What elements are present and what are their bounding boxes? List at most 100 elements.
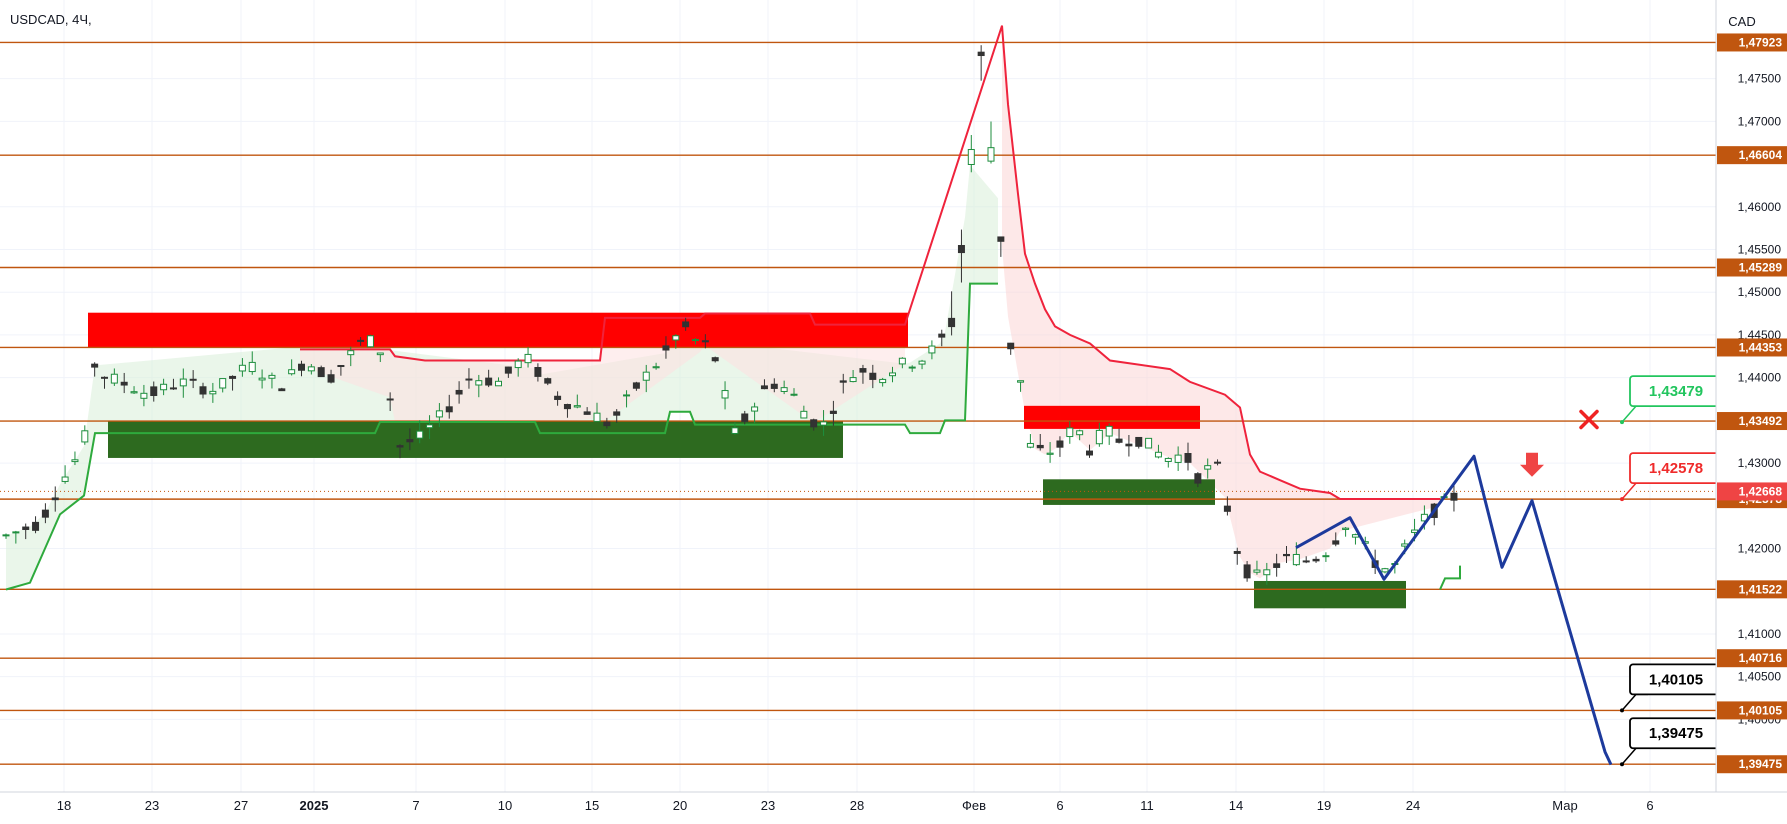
time-tick-label: 18	[57, 798, 71, 813]
price-tick-label: 1,46000	[1738, 200, 1782, 214]
time-tick-label: 7	[412, 798, 419, 813]
candle-body	[859, 368, 867, 373]
annotation-callout: 1,40105	[1620, 663, 1723, 713]
level-price-label: 1,45289	[1739, 261, 1783, 275]
candle-body	[209, 390, 217, 395]
time-tick-label: 10	[498, 798, 512, 813]
candle-body	[406, 439, 414, 443]
down-arrow-icon	[1520, 452, 1544, 477]
horizontal-levels	[0, 41, 1716, 765]
candle-body	[563, 403, 571, 410]
candle-body	[967, 149, 975, 165]
current-price-tag	[1717, 482, 1787, 501]
candle-body	[317, 367, 325, 378]
candle-body	[41, 509, 49, 518]
candle-body	[1036, 444, 1044, 449]
candle-body	[1184, 453, 1192, 463]
candle-body	[820, 421, 828, 426]
callout-label: 1,42578	[1649, 460, 1703, 477]
time-tick-label: 24	[1406, 798, 1420, 813]
time-tick-label: 28	[850, 798, 864, 813]
candle-body	[682, 321, 690, 328]
candle-body	[140, 392, 148, 399]
candle-body	[1115, 438, 1123, 443]
candle-body	[1243, 564, 1251, 579]
candle-body	[455, 389, 463, 395]
candle-body	[642, 371, 650, 381]
candle-body	[120, 381, 128, 386]
annotation-callout: 1,39475	[1620, 717, 1723, 767]
candle-body	[366, 335, 374, 348]
candle-body	[110, 373, 118, 384]
candle-body	[61, 476, 69, 482]
support-zone	[108, 421, 843, 458]
time-tick-label: Фев	[962, 798, 986, 813]
candle-body	[435, 410, 443, 418]
candle-body	[1007, 342, 1015, 350]
price-tick-label: 1,43000	[1738, 456, 1782, 470]
candle-body	[928, 345, 936, 354]
level-price-tag	[1717, 412, 1787, 431]
time-tick-label: 6	[1056, 798, 1063, 813]
price-tick-label: 1,47000	[1738, 114, 1782, 128]
candle-body	[780, 387, 788, 392]
callout-label: 1,39475	[1649, 725, 1703, 742]
candle-body	[22, 526, 30, 530]
candle-body	[71, 459, 79, 463]
level-price-label: 1,40105	[1739, 703, 1783, 717]
candle-body	[386, 398, 394, 401]
candle-body	[672, 335, 680, 341]
candle-body	[1411, 529, 1419, 533]
candle-body	[1292, 553, 1300, 566]
candle-body	[199, 386, 207, 395]
candle-body	[426, 424, 434, 429]
candle-body	[288, 369, 296, 375]
candle-body	[534, 367, 542, 377]
candle-body	[889, 372, 896, 377]
candle-body	[485, 377, 493, 386]
candle-body	[130, 391, 138, 394]
candle-body	[1381, 568, 1389, 573]
candle-body	[101, 376, 108, 379]
candle-body	[573, 405, 581, 408]
candle-body	[977, 51, 985, 57]
level-price-label: 1,44353	[1739, 340, 1783, 354]
candle-body	[987, 147, 995, 162]
level-price-tag	[1717, 146, 1787, 165]
resistance-zone	[1024, 405, 1200, 429]
candle-body	[416, 430, 424, 439]
cross-mark-icon	[1579, 409, 1599, 430]
candle-body	[800, 410, 808, 419]
callout-dot	[1620, 762, 1624, 767]
candle-body	[1450, 492, 1458, 501]
candle-body	[376, 352, 384, 356]
candle-body	[652, 366, 660, 369]
candle-body	[957, 245, 965, 254]
candle-body	[869, 372, 877, 380]
price-tick-label: 1,44000	[1738, 371, 1782, 385]
candle-body	[731, 427, 739, 434]
candle-body	[1342, 527, 1350, 530]
candle-body	[829, 410, 837, 414]
candle-body	[2, 534, 10, 537]
candle-body	[258, 377, 266, 381]
candle-body	[1086, 450, 1093, 456]
candle-body	[327, 374, 335, 383]
candle-body	[32, 521, 40, 531]
time-tick-label: 20	[673, 798, 687, 813]
candle-body	[1056, 440, 1064, 448]
candle-body	[554, 395, 562, 400]
zones	[88, 312, 1406, 609]
candle-body	[1204, 465, 1212, 470]
candle-body	[1273, 563, 1281, 568]
level-price-label: 1,39475	[1739, 757, 1783, 771]
candle-body	[1174, 454, 1182, 463]
candle-body	[908, 366, 916, 369]
candle-body	[997, 236, 1005, 242]
candle-body	[721, 390, 729, 399]
candle-body	[593, 412, 601, 422]
time-tick-label: 15	[585, 798, 599, 813]
candle-body	[770, 383, 778, 389]
time-tick-label: 14	[1229, 798, 1243, 813]
